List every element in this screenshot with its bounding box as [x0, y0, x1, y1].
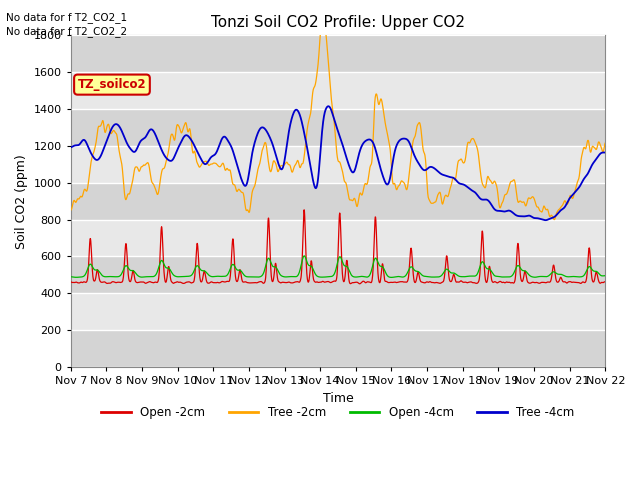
- Bar: [70, 146, 605, 183]
- X-axis label: Time: Time: [323, 392, 353, 405]
- Bar: [70, 330, 605, 367]
- Text: TZ_soilco2: TZ_soilco2: [77, 78, 147, 91]
- Text: No data for f T2_CO2_1: No data for f T2_CO2_1: [6, 12, 127, 23]
- Bar: [70, 72, 605, 109]
- Y-axis label: Soil CO2 (ppm): Soil CO2 (ppm): [15, 154, 28, 249]
- Bar: [70, 36, 605, 72]
- Bar: [70, 220, 605, 256]
- Text: No data for f T2_CO2_2: No data for f T2_CO2_2: [6, 26, 127, 37]
- Bar: [70, 183, 605, 220]
- Legend: Open -2cm, Tree -2cm, Open -4cm, Tree -4cm: Open -2cm, Tree -2cm, Open -4cm, Tree -4…: [97, 402, 579, 424]
- Title: Tonzi Soil CO2 Profile: Upper CO2: Tonzi Soil CO2 Profile: Upper CO2: [211, 15, 465, 30]
- Bar: [70, 256, 605, 293]
- Bar: [70, 109, 605, 146]
- Bar: [70, 293, 605, 330]
